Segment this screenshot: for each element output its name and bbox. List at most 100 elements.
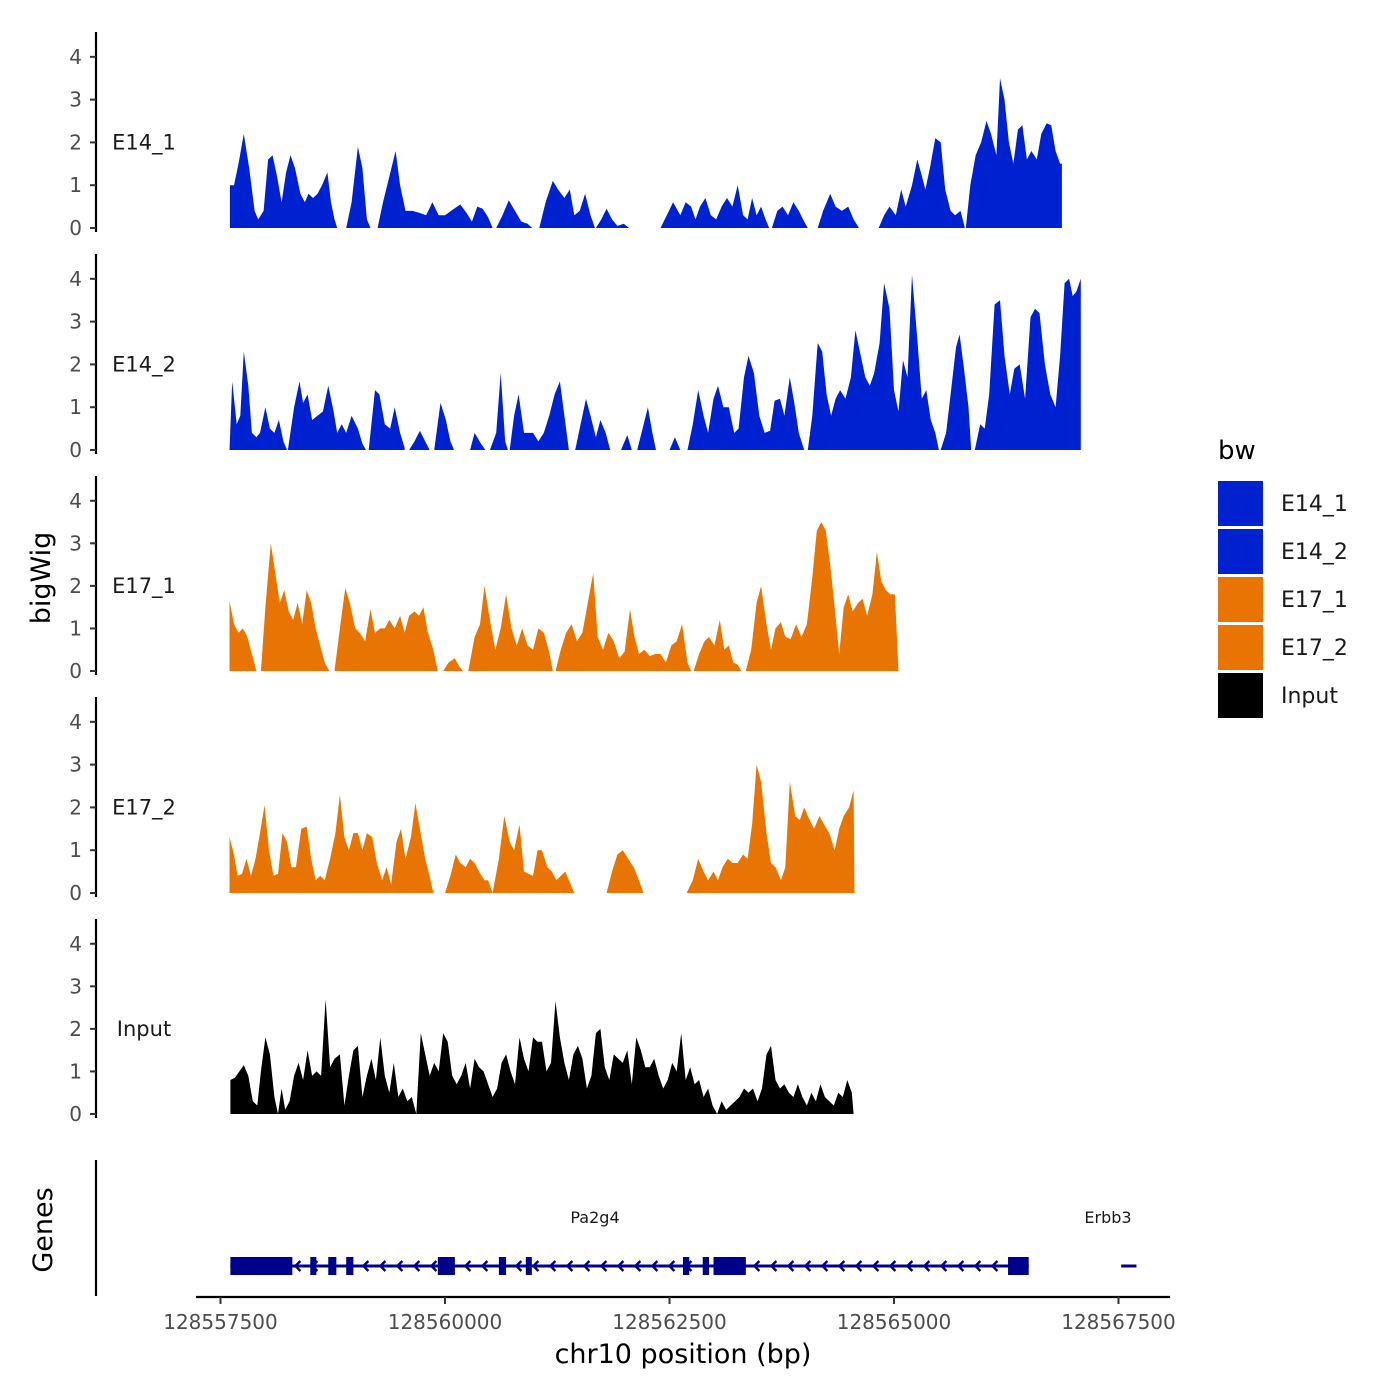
signal-area-E14_2-7 — [509, 381, 569, 450]
signal-area-Input-0 — [230, 999, 854, 1114]
signal-area-E14_2-8 — [575, 398, 611, 450]
strand-arrow-icon — [973, 1260, 982, 1272]
signal-area-E17_1-1 — [260, 543, 330, 671]
signal-area-E14_2-10 — [637, 407, 656, 450]
signal-area-E14_2-15 — [974, 278, 1081, 450]
signal-area-E14_1-4 — [539, 180, 595, 228]
strand-arrow-icon — [786, 1260, 795, 1272]
exon — [525, 1257, 532, 1275]
signal-area-E17_1-5 — [555, 573, 692, 671]
y-tick-label: 2 — [69, 1017, 82, 1041]
y-tick-label: 4 — [69, 489, 82, 513]
legend-swatch — [1218, 529, 1263, 574]
signal-area-E14_2-2 — [368, 390, 405, 450]
signal-area-E17_2-3 — [606, 850, 644, 893]
signal-area-E14_1-1 — [346, 146, 371, 228]
y-tick-label: 1 — [69, 838, 82, 862]
signal-area-E17_1-4 — [468, 585, 553, 671]
legend-swatch — [1218, 625, 1263, 670]
signal-area-E17_1-6 — [693, 619, 742, 671]
track-e17-2: 0 1 2 3 4 E17_2 — [69, 697, 855, 905]
signal-area-E17_1-3 — [443, 658, 463, 671]
x-axis-title: chr10 position (bp) — [555, 1339, 812, 1370]
strand-arrow-icon — [803, 1260, 812, 1272]
y-tick-label: 3 — [69, 310, 82, 334]
x-tick-label: 128565000 — [837, 1310, 952, 1334]
y-tick-label: 4 — [69, 45, 82, 69]
track-input: 0 1 2 3 4 Input — [69, 919, 854, 1126]
y-tick-label: 4 — [69, 267, 82, 291]
signal-area-E17_2-0 — [229, 794, 434, 893]
gene-label: Pa2g4 — [570, 1208, 619, 1227]
exon — [346, 1257, 354, 1275]
gene-panel-title: Genes — [28, 1187, 59, 1272]
legend: bw E14_1 E14_2 E17_1 E17_2 Input — [1218, 436, 1348, 718]
track-e14-2: 0 1 2 3 4 E14_2 — [69, 254, 1081, 462]
strand-arrow-icon — [378, 1260, 387, 1272]
y-tick-label: 4 — [69, 932, 82, 956]
legend-label: E14_2 — [1281, 540, 1348, 565]
track-label: E17_2 — [112, 795, 176, 820]
signal-area-E14_2-6 — [489, 373, 508, 450]
signal-area-E14_1-10 — [965, 78, 1062, 228]
gene-track: Genes Pa2g4 Erbb3 — [28, 1160, 1137, 1296]
legend-title: bw — [1218, 436, 1256, 466]
y-tick-label: 2 — [69, 130, 82, 154]
y-tick-label: 1 — [69, 1059, 82, 1083]
strand-arrow-icon — [395, 1260, 404, 1272]
y-tick-label: 0 — [69, 659, 82, 683]
exon — [230, 1257, 293, 1275]
signal-area-E14_1-5 — [595, 208, 630, 228]
signal-area-E14_2-9 — [621, 435, 632, 450]
legend-swatch — [1218, 673, 1263, 718]
y-tick-label: 0 — [69, 881, 82, 905]
legend-label: E14_1 — [1281, 492, 1348, 517]
strand-arrow-icon — [922, 1260, 931, 1272]
exon — [310, 1257, 317, 1275]
signal-area-E17_1-2 — [334, 588, 438, 671]
strand-arrow-icon — [650, 1260, 659, 1272]
signal-area-E14_2-4 — [434, 402, 454, 450]
strand-arrow-icon — [905, 1260, 914, 1272]
exon — [498, 1257, 507, 1275]
y-tick-label: 1 — [69, 395, 82, 419]
signal-area-E14_1-0 — [229, 133, 338, 228]
strand-arrow-icon — [582, 1260, 591, 1272]
y-tick-label: 2 — [69, 795, 82, 819]
y-tick-label: 3 — [69, 88, 82, 112]
y-tick-label: 0 — [69, 1102, 82, 1126]
signal-area-E14_2-1 — [287, 381, 366, 450]
y-tick-label: 0 — [69, 438, 82, 462]
strand-arrow-icon — [616, 1260, 625, 1272]
strand-arrow-icon — [463, 1260, 472, 1272]
strand-arrow-icon — [990, 1260, 999, 1272]
strand-arrow-icon — [956, 1260, 965, 1272]
x-tick-label: 128560000 — [388, 1310, 503, 1334]
signal-area-E14_2-11 — [669, 437, 681, 450]
track-e14-1: 0 1 2 3 4 E14_1 — [69, 32, 1062, 240]
signal-area-E14_1-9 — [878, 138, 965, 228]
strand-arrow-icon — [531, 1260, 540, 1272]
signal-area-E14_2-0 — [229, 351, 287, 450]
exon — [682, 1257, 690, 1275]
signal-area-E14_1-7 — [771, 202, 808, 228]
legend-swatch — [1218, 577, 1263, 622]
x-axis: 128557500 128560000 128562500 128565000 1285… — [163, 1295, 1176, 1370]
x-tick-label: 128557500 — [163, 1310, 278, 1334]
signal-area-E17_2-1 — [445, 854, 493, 893]
strand-arrow-icon — [854, 1260, 863, 1272]
strand-arrow-icon — [565, 1260, 574, 1272]
signal-area-E14_2-13 — [807, 274, 939, 450]
strand-arrow-icon — [293, 1260, 302, 1272]
signal-area-E14_1-6 — [660, 185, 770, 228]
legend-label: E17_1 — [1281, 588, 1348, 613]
y-tick-label: 4 — [69, 710, 82, 734]
strand-arrow-icon — [769, 1260, 778, 1272]
x-tick-label: 128562500 — [612, 1310, 727, 1334]
signal-area-E17_1-7 — [745, 522, 899, 671]
signal-area-E14_2-5 — [470, 432, 486, 450]
track-label: Input — [117, 1017, 171, 1041]
y-tick-label: 3 — [69, 753, 82, 777]
signal-area-E17_2-2 — [492, 816, 575, 893]
